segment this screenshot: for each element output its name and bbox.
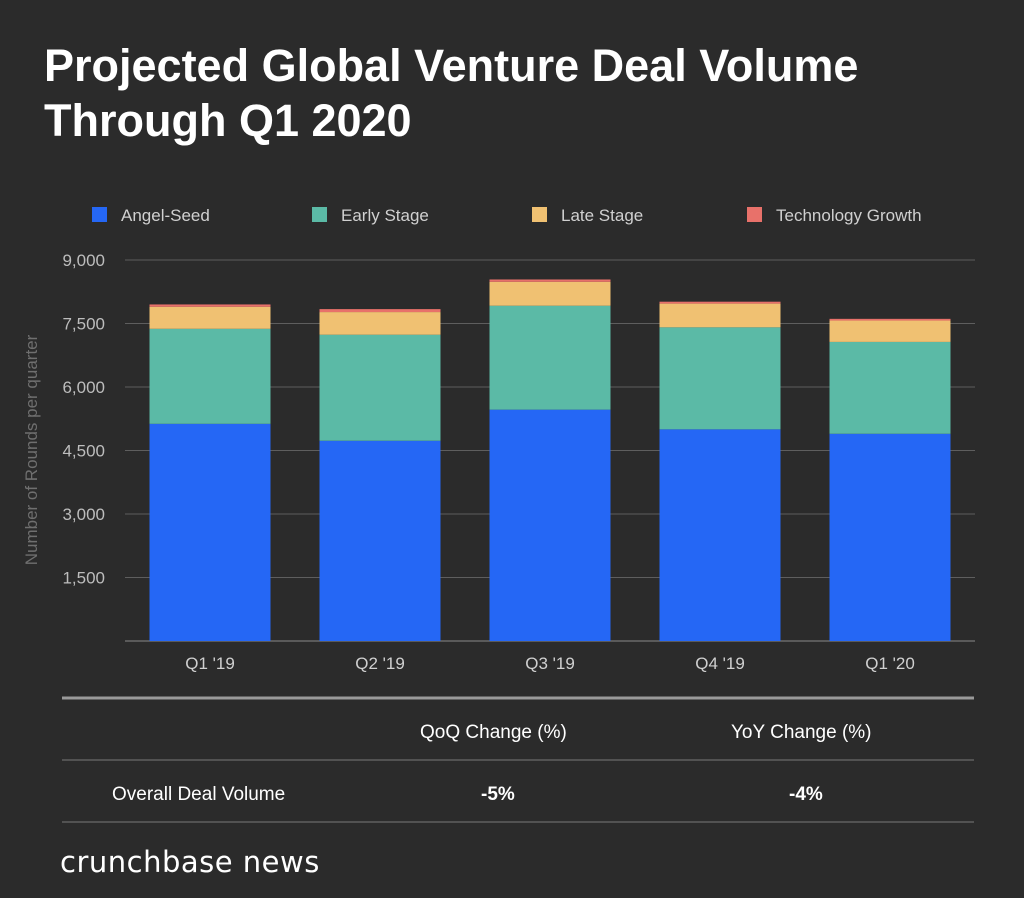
y-tick-label: 4,500	[62, 442, 105, 461]
y-tick-label: 1,500	[62, 569, 105, 588]
bar-segment	[489, 409, 611, 641]
bar-segment	[659, 303, 781, 328]
legend-label: Technology Growth	[776, 206, 922, 225]
bar-segment	[829, 433, 951, 641]
bar-segment	[659, 301, 781, 304]
table-header-yoy: YoY Change (%)	[731, 722, 872, 743]
y-tick-label: 9,000	[62, 251, 105, 270]
x-tick-label: Q1 '19	[185, 654, 235, 673]
y-tick-label: 7,500	[62, 315, 105, 334]
bar-segment	[149, 306, 271, 329]
table-value-yoy: -4%	[789, 784, 823, 805]
bar-segment	[829, 320, 951, 342]
bar-segment	[489, 281, 611, 306]
table-row-label: Overall Deal Volume	[112, 784, 286, 805]
bar-segment	[149, 328, 271, 424]
crunchbase-news-logo: crunchbase news	[60, 845, 320, 879]
legend-swatch	[92, 207, 107, 222]
bar-segment	[489, 279, 611, 282]
table-value-qoq: -5%	[481, 784, 515, 805]
chart-title: Projected Global Venture Deal Volume Thr…	[44, 40, 859, 146]
legend-label: Late Stage	[561, 206, 643, 225]
bar-segment	[829, 318, 951, 321]
x-tick-label: Q1 '20	[865, 654, 915, 673]
x-tick-label: Q3 '19	[525, 654, 575, 673]
bar-segment	[319, 334, 441, 441]
bar-segment	[319, 440, 441, 641]
bar-segment	[659, 327, 781, 430]
x-tick-label: Q4 '19	[695, 654, 745, 673]
legend-swatch	[532, 207, 547, 222]
legend-label: Angel-Seed	[121, 206, 210, 225]
y-axis-label: Number of Rounds per quarter	[22, 334, 41, 565]
y-tick-label: 3,000	[62, 505, 105, 524]
y-tick-label: 6,000	[62, 378, 105, 397]
x-tick-label: Q2 '19	[355, 654, 405, 673]
legend-swatch	[312, 207, 327, 222]
table-header-qoq: QoQ Change (%)	[420, 722, 567, 743]
bar-segment	[489, 305, 611, 410]
bar-segment	[319, 309, 441, 313]
legend-label: Early Stage	[341, 206, 429, 225]
bar-segment	[829, 341, 951, 434]
bar-segment	[149, 304, 271, 307]
legend-swatch	[747, 207, 762, 222]
bar-segment	[319, 312, 441, 335]
bar-segment	[659, 429, 781, 641]
bar-segment	[149, 423, 271, 641]
